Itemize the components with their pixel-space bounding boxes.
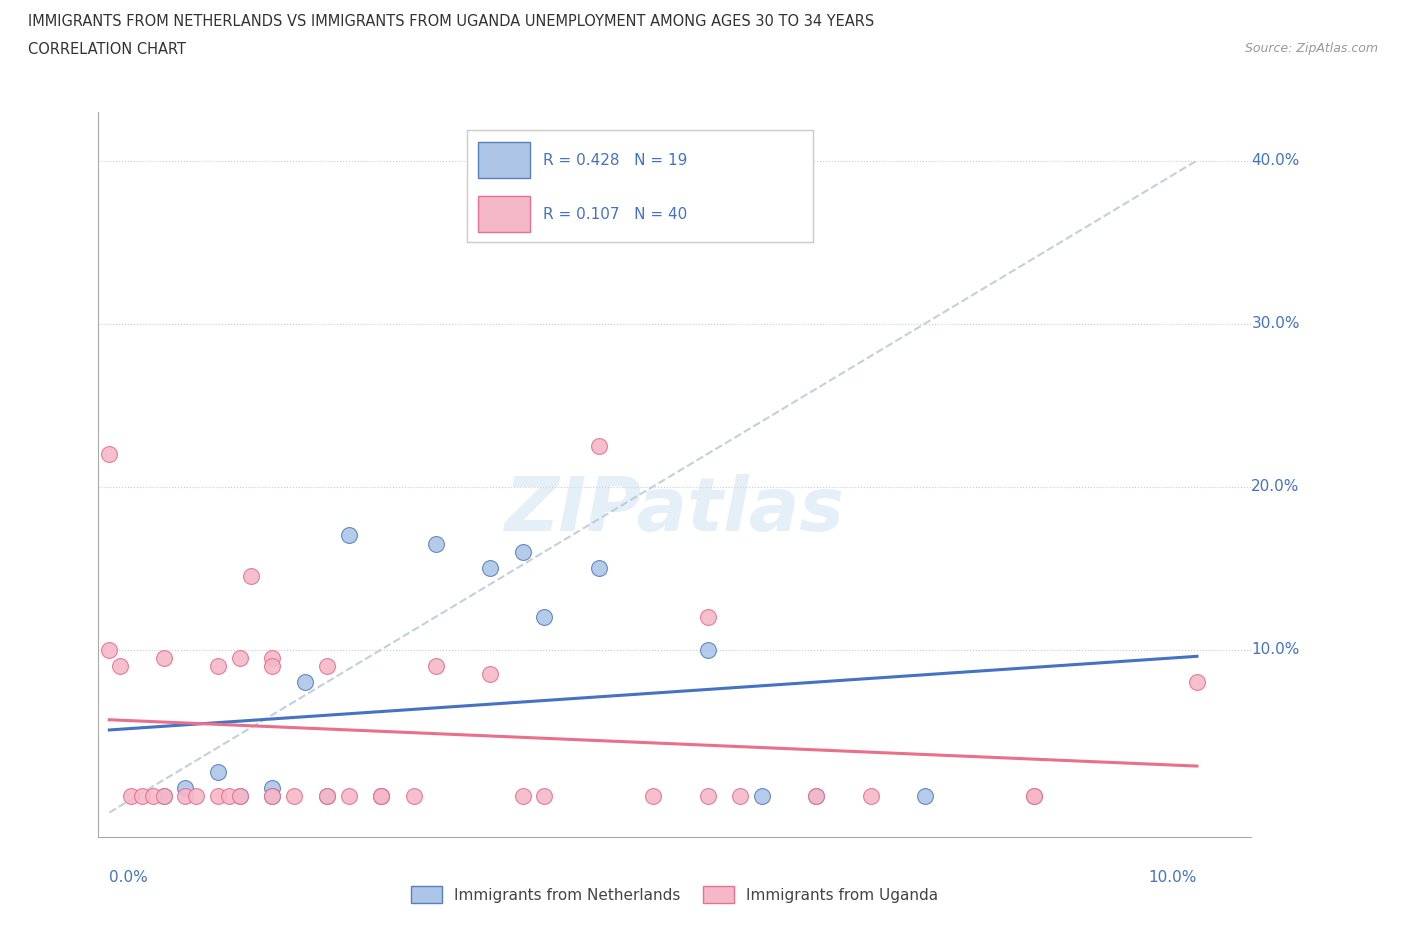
- Point: [478, 561, 501, 576]
- Point: [152, 789, 174, 804]
- Point: [98, 446, 121, 461]
- Text: 10.0%: 10.0%: [1149, 870, 1197, 884]
- Point: [512, 544, 534, 559]
- Point: [315, 789, 337, 804]
- Point: [402, 789, 425, 804]
- Point: [283, 789, 305, 804]
- Point: [262, 789, 284, 804]
- Text: IMMIGRANTS FROM NETHERLANDS VS IMMIGRANTS FROM UGANDA UNEMPLOYMENT AMONG AGES 30: IMMIGRANTS FROM NETHERLANDS VS IMMIGRANT…: [28, 14, 875, 29]
- Point: [142, 789, 165, 804]
- Point: [229, 789, 252, 804]
- Point: [751, 789, 773, 804]
- Point: [207, 789, 229, 804]
- Point: [152, 650, 174, 665]
- Text: ZIPatlas: ZIPatlas: [505, 474, 845, 547]
- Point: [1022, 789, 1045, 804]
- Point: [186, 789, 208, 804]
- Point: [806, 789, 828, 804]
- Point: [207, 764, 229, 779]
- Point: [152, 789, 174, 804]
- Point: [262, 650, 284, 665]
- Text: 20.0%: 20.0%: [1251, 479, 1299, 494]
- Point: [859, 789, 882, 804]
- Point: [425, 536, 447, 551]
- Text: 30.0%: 30.0%: [1251, 316, 1299, 331]
- Text: 40.0%: 40.0%: [1251, 153, 1299, 168]
- Point: [262, 789, 284, 804]
- Legend: Immigrants from Netherlands, Immigrants from Uganda: Immigrants from Netherlands, Immigrants …: [405, 880, 945, 910]
- Point: [229, 650, 252, 665]
- Point: [262, 658, 284, 673]
- Point: [370, 789, 392, 804]
- Text: CORRELATION CHART: CORRELATION CHART: [28, 42, 186, 57]
- Point: [370, 789, 392, 804]
- Point: [174, 780, 197, 795]
- Point: [98, 642, 121, 657]
- Point: [218, 789, 240, 804]
- Point: [337, 528, 360, 543]
- Point: [914, 789, 936, 804]
- Point: [425, 658, 447, 673]
- Point: [533, 789, 555, 804]
- Point: [696, 642, 718, 657]
- Point: [696, 789, 718, 804]
- Point: [588, 438, 610, 453]
- Point: [108, 658, 131, 673]
- Point: [262, 780, 284, 795]
- Point: [174, 789, 197, 804]
- Point: [120, 789, 142, 804]
- Point: [294, 674, 316, 689]
- Point: [239, 569, 262, 584]
- Point: [478, 667, 501, 682]
- Point: [1022, 789, 1045, 804]
- Point: [806, 789, 828, 804]
- Point: [370, 789, 392, 804]
- Point: [207, 658, 229, 673]
- Point: [696, 609, 718, 624]
- Point: [337, 789, 360, 804]
- Point: [315, 789, 337, 804]
- Text: 0.0%: 0.0%: [110, 870, 148, 884]
- Point: [533, 609, 555, 624]
- Point: [512, 789, 534, 804]
- Point: [131, 789, 153, 804]
- Point: [315, 658, 337, 673]
- Point: [1185, 674, 1208, 689]
- Text: Source: ZipAtlas.com: Source: ZipAtlas.com: [1244, 42, 1378, 55]
- Point: [588, 561, 610, 576]
- Point: [728, 789, 751, 804]
- Point: [229, 789, 252, 804]
- Point: [643, 789, 665, 804]
- Text: 10.0%: 10.0%: [1251, 642, 1299, 657]
